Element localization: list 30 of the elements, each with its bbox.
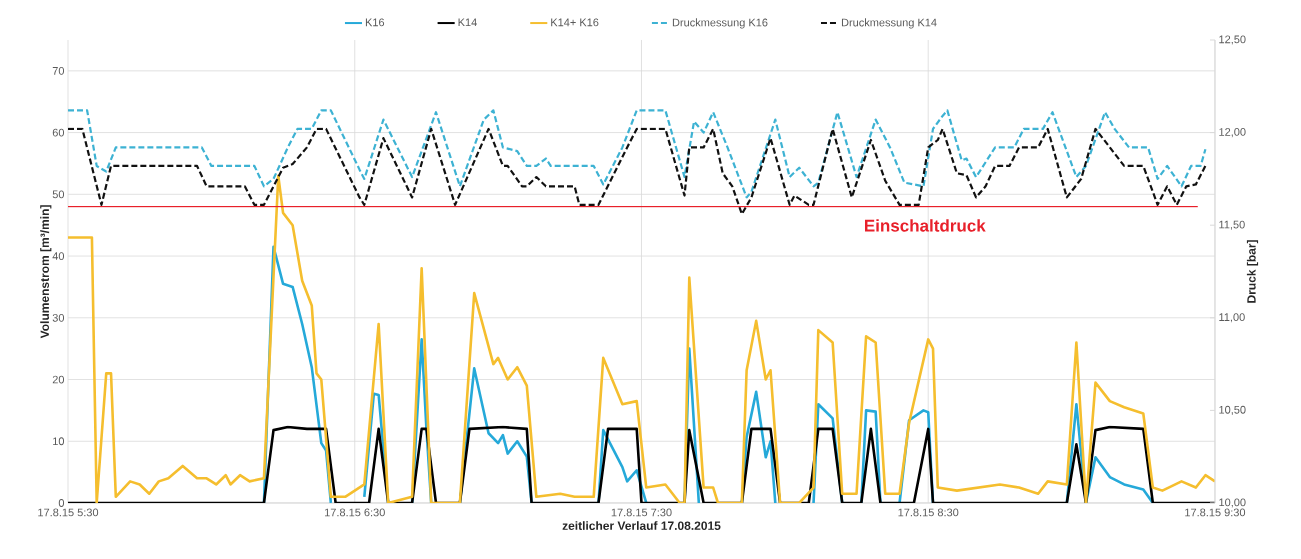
y-tick-label: 10 xyxy=(53,437,65,446)
legend-label: K14+ K16 xyxy=(551,18,599,27)
legend-label: Druckmessung K16 xyxy=(672,18,768,29)
ref-line-label: Einschaltdruck xyxy=(865,219,986,232)
y2-tick-label: 12,00 xyxy=(1219,128,1246,138)
x-tick-label: 17.8.15 5:30 xyxy=(38,508,99,517)
y-tick-label: 0 xyxy=(58,499,65,507)
y2-tick-label: 12,50 xyxy=(1219,35,1246,45)
x-tick-label: 17.8.15 8:30 xyxy=(898,508,959,517)
x-tick-label: 17.8.15 7:30 xyxy=(611,508,672,517)
legend-label: Druckmessung K14 xyxy=(841,18,937,29)
y2-tick-label: 10,50 xyxy=(1219,405,1246,415)
y-tick-label: 30 xyxy=(52,313,65,322)
line-series xyxy=(68,127,1207,216)
y2-tick-label: 10,00 xyxy=(1219,498,1246,508)
x-tick-label: 17.8.15 9:30 xyxy=(1185,508,1246,517)
y-tick-label: 20 xyxy=(52,375,65,384)
x-tick-label: 17.8.15 6:30 xyxy=(325,508,385,517)
legend-label: K16 xyxy=(365,18,385,27)
y2-axis-title: Druck [bar] xyxy=(1246,240,1259,303)
y2-tick-label: 11,00 xyxy=(1219,313,1245,323)
y-axis-title: Volumenstrom [m³/min] xyxy=(40,205,52,339)
x-axis-title: zeitlicher Verlauf 17.08.2015 xyxy=(562,521,721,530)
y-tick-label: 40 xyxy=(52,252,65,260)
y-tick-label: 50 xyxy=(52,190,65,199)
y2-tick-label: 11,50 xyxy=(1219,220,1245,230)
line-series xyxy=(68,109,1207,199)
y-tick-label: 60 xyxy=(52,128,65,137)
y-tick-label: 70 xyxy=(52,66,65,75)
legend-label: K14 xyxy=(458,18,477,27)
